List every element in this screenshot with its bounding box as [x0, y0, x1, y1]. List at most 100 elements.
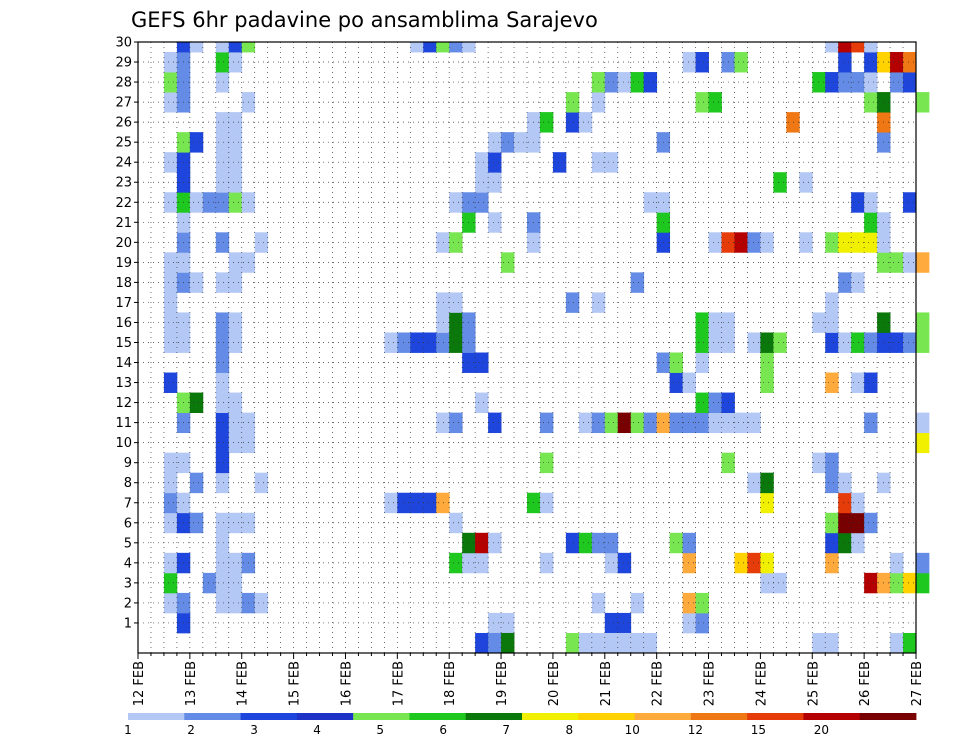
legend-swatch: [409, 713, 467, 720]
heatmap-cell: [163, 452, 178, 474]
heatmap-cell: [410, 332, 424, 353]
heatmap-cell: [228, 42, 243, 53]
heatmap-cell: [838, 72, 852, 93]
legend-label: 5: [376, 723, 384, 737]
heatmap-cell: [163, 572, 178, 594]
heatmap-cell: [215, 192, 230, 213]
heatmap-cell: [630, 412, 645, 434]
heatmap-cell: [851, 512, 865, 534]
heatmap-cell: [617, 552, 632, 574]
heatmap-cell: [475, 352, 489, 373]
heatmap-cell: [708, 392, 722, 413]
heatmap-cell: [228, 592, 243, 614]
heatmap-cell: [163, 72, 178, 93]
heatmap-cell: [565, 532, 580, 554]
heatmap-cell: [449, 42, 463, 53]
heatmap-cell: [864, 372, 878, 393]
heatmap-cell: [475, 172, 489, 193]
heatmap-cell: [215, 272, 230, 293]
heatmap-cell: [591, 632, 606, 654]
heatmap-cell: [488, 172, 502, 193]
y-tick-label: 19: [115, 256, 132, 271]
heatmap-cell: [851, 372, 865, 393]
y-tick-label: 9: [124, 456, 132, 471]
heatmap-cell: [864, 92, 878, 113]
heatmap-cell: [890, 332, 904, 353]
heatmap-cell: [630, 592, 645, 614]
heatmap-cell: [436, 232, 450, 253]
x-axis: 12 FEB 13 FEB 14 FEB 15 FEB 16 FEB 17 FEB 18 F…: [132, 653, 925, 706]
y-tick-label: 23: [115, 176, 132, 191]
y-tick-label: 27: [115, 96, 132, 111]
legend-label: 15: [751, 723, 766, 737]
heatmap-cell: [695, 392, 709, 413]
legend-swatch: [522, 713, 579, 720]
heatmap-cell: [838, 472, 852, 494]
heatmap-cell: [708, 312, 722, 333]
heatmap-cell: [760, 492, 774, 514]
heatmap-cell: [488, 152, 502, 173]
heatmap-cell: [617, 72, 632, 93]
heatmap-cell: [228, 552, 243, 574]
x-tick-label: 25 FEB: [806, 661, 821, 706]
y-tick-label: 14: [115, 356, 132, 371]
heatmap-cell: [851, 72, 865, 93]
heatmap-cell: [890, 72, 904, 93]
heatmap-cell: [254, 472, 269, 494]
heatmap-cell: [215, 42, 230, 53]
heatmap-cell: [163, 372, 178, 393]
heatmap-cell: [215, 352, 230, 373]
heatmap-cell: [851, 42, 865, 53]
heatmap-cell: [760, 352, 774, 373]
heatmap-cell: [215, 512, 230, 534]
heatmap-cell: [890, 552, 904, 574]
heatmap-cell: [825, 42, 839, 53]
y-tick-label: 11: [115, 416, 132, 431]
heatmap-cell: [890, 632, 904, 654]
y-tick-label: 18: [115, 276, 132, 291]
heatmap-cell: [539, 552, 554, 574]
chart-title: GEFS 6hr padavine po ansamblima Sarajevo: [131, 8, 598, 32]
heatmap-cell: [215, 572, 230, 594]
x-tick-label: 15 FEB: [288, 661, 303, 706]
heatmap-cell: [578, 532, 593, 554]
heatmap-cell: [552, 152, 567, 173]
heatmap-cell: [578, 412, 593, 434]
heatmap-cell: [773, 172, 787, 193]
heatmap-cell: [228, 572, 243, 594]
heatmap-cell: [916, 252, 930, 273]
heatmap-cell: [838, 492, 852, 514]
heatmap-cell: [695, 612, 709, 634]
heatmap-cell: [864, 192, 878, 213]
legend-swatch: [465, 713, 523, 720]
heatmap-cell: [539, 112, 554, 133]
heatmap-cell: [747, 232, 761, 253]
legend-swatch: [184, 713, 241, 720]
heatmap-cell: [916, 332, 930, 353]
heatmap-cell: [695, 352, 709, 373]
heatmap-cell: [449, 552, 463, 574]
heatmap-cell: [604, 412, 619, 434]
heatmap-cell: [215, 552, 230, 574]
heatmap-cell: [384, 492, 398, 514]
y-tick-label: 26: [115, 116, 132, 131]
heatmap-cells: [163, 42, 930, 654]
heatmap-cell: [410, 492, 424, 514]
legend-swatch: [353, 713, 410, 720]
heatmap-cell: [864, 52, 878, 73]
heatmap-cell: [864, 212, 878, 233]
heatmap-cell: [851, 332, 865, 353]
heatmap-cell: [228, 192, 243, 213]
heatmap-cell: [189, 192, 204, 213]
y-tick-label: 25: [115, 136, 132, 151]
heatmap-cell: [838, 332, 852, 353]
heatmap-cell: [436, 42, 450, 53]
legend-swatch: [240, 713, 298, 720]
heatmap-cell: [475, 632, 489, 654]
heatmap-cell: [682, 552, 696, 574]
legend-label: 3: [250, 723, 258, 737]
heatmap-cell: [734, 552, 748, 574]
heatmap-cell: [475, 192, 489, 213]
legend-label: 20: [814, 723, 829, 737]
y-tick-label: 30: [115, 36, 132, 51]
